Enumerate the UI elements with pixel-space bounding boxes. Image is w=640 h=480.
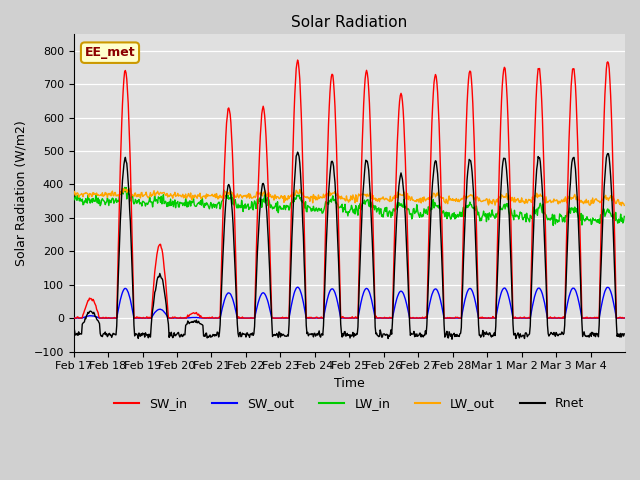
Title: Solar Radiation: Solar Radiation — [291, 15, 408, 30]
Legend: SW_in, SW_out, LW_in, LW_out, Rnet: SW_in, SW_out, LW_in, LW_out, Rnet — [109, 392, 589, 415]
Y-axis label: Solar Radiation (W/m2): Solar Radiation (W/m2) — [15, 120, 28, 265]
X-axis label: Time: Time — [334, 377, 365, 390]
Text: EE_met: EE_met — [84, 46, 135, 59]
